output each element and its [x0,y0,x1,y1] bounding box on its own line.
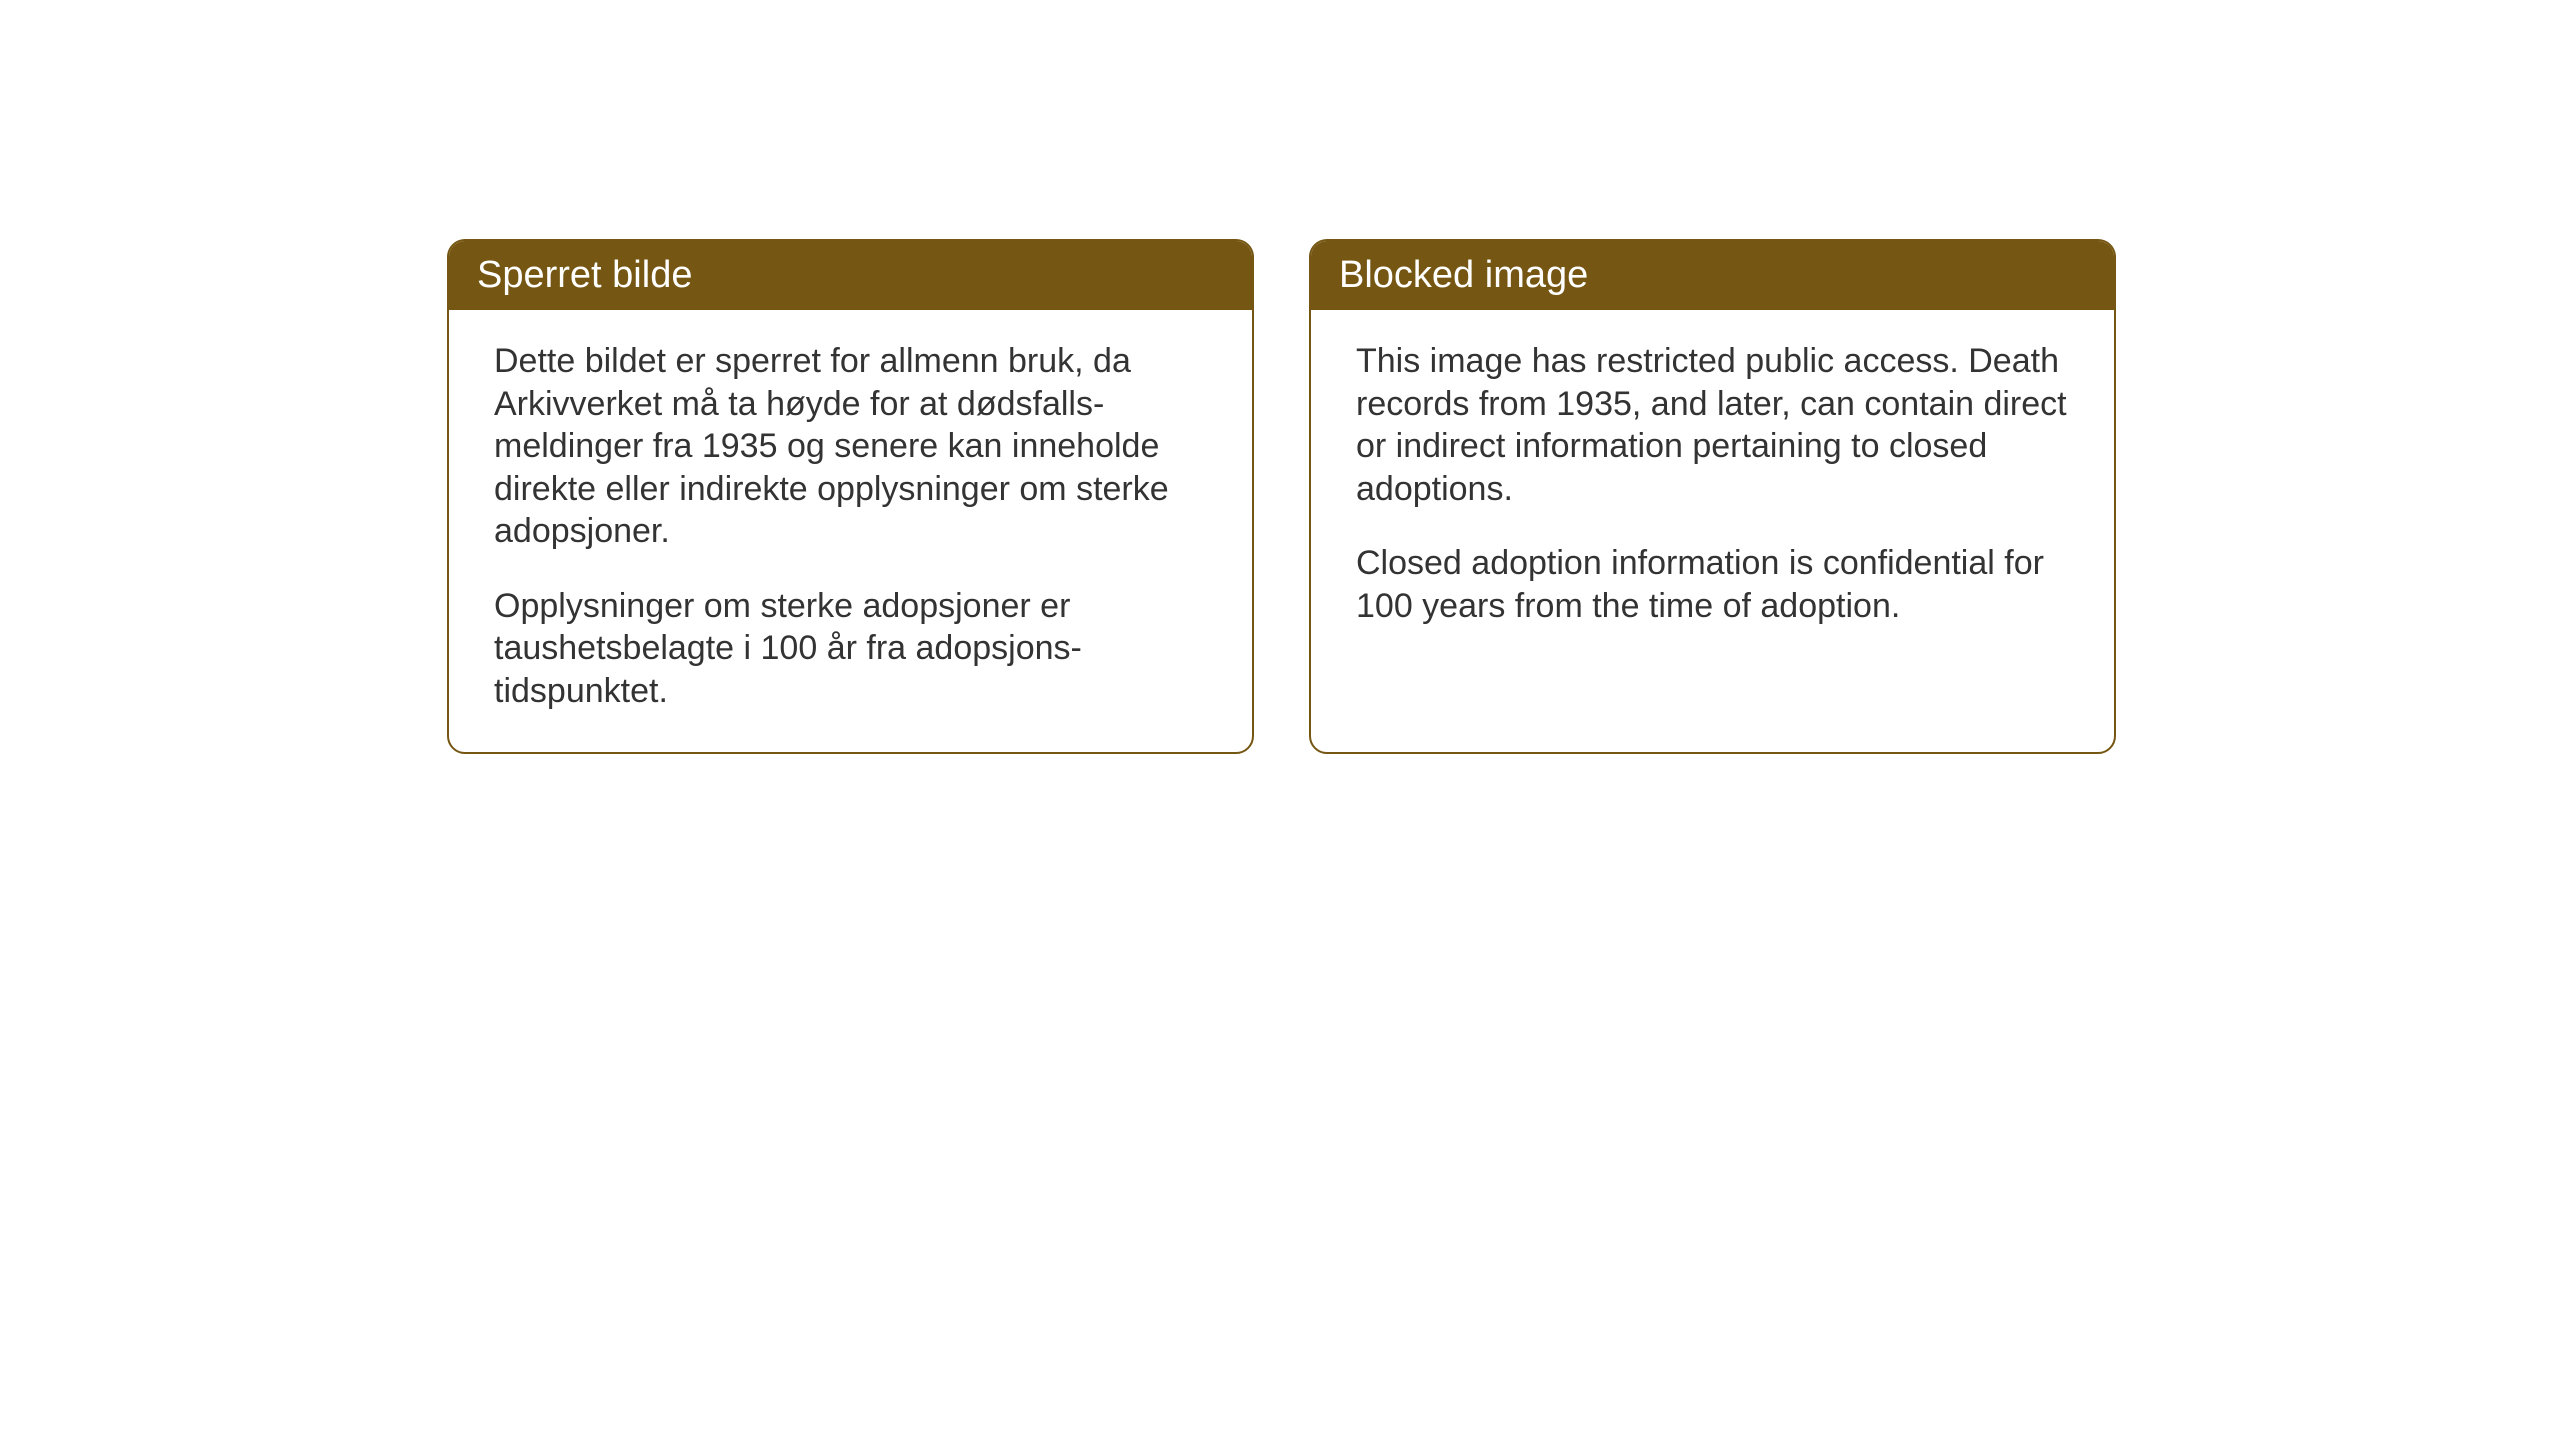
card-title-english: Blocked image [1339,254,1588,296]
notice-card-norwegian: Sperret bilde Dette bildet er sperret fo… [447,239,1254,754]
card-paragraph-english-2: Closed adoption information is confident… [1356,542,2069,627]
card-paragraph-norwegian-1: Dette bildet er sperret for allmenn bruk… [494,340,1207,553]
card-header-english: Blocked image [1311,241,2114,310]
card-body-english: This image has restricted public access.… [1311,310,2114,667]
card-body-norwegian: Dette bildet er sperret for allmenn bruk… [449,310,1252,752]
cards-container: Sperret bilde Dette bildet er sperret fo… [447,239,2116,754]
card-paragraph-english-1: This image has restricted public access.… [1356,340,2069,510]
card-title-norwegian: Sperret bilde [477,254,692,296]
card-paragraph-norwegian-2: Opplysninger om sterke adopsjoner er tau… [494,585,1207,713]
notice-card-english: Blocked image This image has restricted … [1309,239,2116,754]
card-header-norwegian: Sperret bilde [449,241,1252,310]
